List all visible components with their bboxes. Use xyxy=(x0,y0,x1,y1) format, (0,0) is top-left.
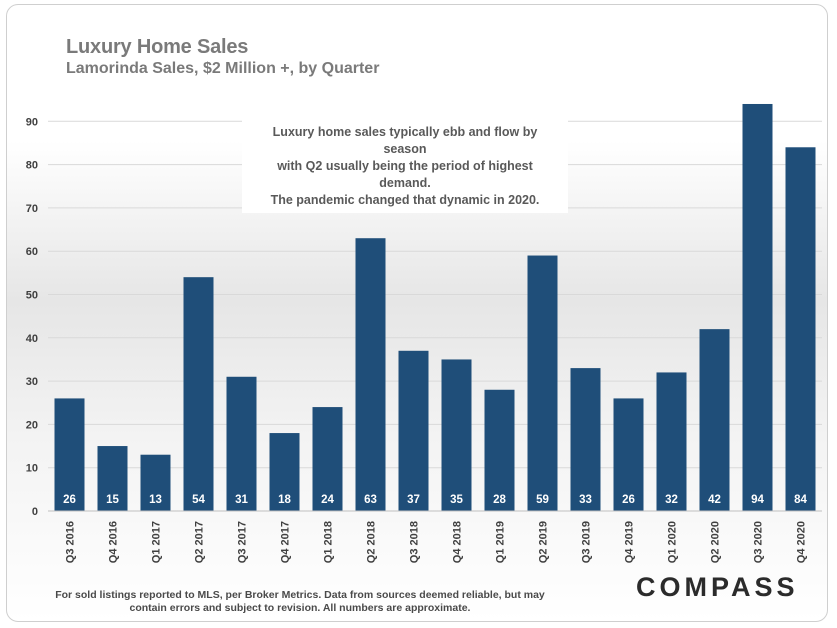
y-tick-label: 20 xyxy=(26,419,38,431)
bar-value-label: 18 xyxy=(278,494,291,506)
bar xyxy=(742,103,773,511)
x-tick-label: Q2 2018 xyxy=(366,521,378,563)
footnote: For sold listings reported to MLS, per B… xyxy=(40,589,560,615)
bar-value-label: 63 xyxy=(364,494,377,506)
bar-value-label: 94 xyxy=(751,494,764,506)
x-tick-label: Q4 2018 xyxy=(452,521,464,563)
x-tick-label: Q4 2017 xyxy=(280,521,292,563)
chart-frame xyxy=(6,4,828,622)
x-tick-label: Q3 2020 xyxy=(753,521,765,563)
bar-value-label: 42 xyxy=(708,494,721,506)
bar xyxy=(355,238,386,511)
bar xyxy=(441,359,472,511)
bar-value-label: 35 xyxy=(450,494,463,506)
x-tick-label: Q3 2017 xyxy=(237,521,249,563)
bar xyxy=(613,398,644,511)
x-tick-label: Q1 2020 xyxy=(667,521,679,563)
bar-value-label: 26 xyxy=(622,494,635,506)
y-tick-label: 90 xyxy=(26,116,38,128)
x-tick-label: Q1 2017 xyxy=(151,521,163,563)
bar-value-label: 33 xyxy=(579,494,592,506)
bar xyxy=(656,372,687,511)
bar xyxy=(269,433,300,511)
y-tick-label: 40 xyxy=(26,333,38,345)
bar-value-label: 37 xyxy=(407,494,420,506)
annotation-line-1: Luxury home sales typically ebb and flow… xyxy=(272,125,538,156)
bar xyxy=(97,446,128,511)
x-tick-label: Q1 2019 xyxy=(495,521,507,563)
bar-value-label: 13 xyxy=(149,494,162,506)
bar-value-label: 59 xyxy=(536,494,549,506)
bar xyxy=(527,255,558,511)
bar-value-label: 54 xyxy=(192,494,205,506)
bar-value-label: 32 xyxy=(665,494,678,506)
bar xyxy=(785,147,816,511)
bar xyxy=(398,350,429,511)
x-tick-label: Q4 2019 xyxy=(624,521,636,563)
y-tick-label: 0 xyxy=(32,506,38,518)
footnote-line-1: For sold listings reported to MLS, per B… xyxy=(55,589,545,601)
y-tick-label: 50 xyxy=(26,290,38,302)
bar xyxy=(484,389,515,511)
bar xyxy=(54,398,85,511)
chart-subtitle: Lamorinda Sales, $2 Million +, by Quarte… xyxy=(66,60,380,77)
bar-value-label: 26 xyxy=(63,494,76,506)
bar xyxy=(183,277,214,511)
bar xyxy=(312,407,343,511)
y-tick-label: 10 xyxy=(26,463,38,475)
chart-annotation: Luxury home sales typically ebb and flow… xyxy=(242,120,568,213)
x-tick-label: Q2 2020 xyxy=(710,521,722,563)
x-tick-label: Q3 2019 xyxy=(581,521,593,563)
bar-value-label: 15 xyxy=(106,494,119,506)
x-tick-label: Q4 2016 xyxy=(108,521,120,563)
bar-value-label: 24 xyxy=(321,494,334,506)
y-tick-label: 70 xyxy=(26,203,38,215)
x-tick-label: Q1 2018 xyxy=(323,521,335,563)
footnote-line-2: contain errors and subject to revision. … xyxy=(129,602,471,614)
bar xyxy=(140,454,171,511)
bar-value-label: 31 xyxy=(235,494,248,506)
x-tick-label: Q2 2019 xyxy=(538,521,550,563)
x-tick-label: Q4 2020 xyxy=(796,521,808,563)
bar-value-label: 28 xyxy=(493,494,506,506)
bar-value-label: 84 xyxy=(794,494,807,506)
x-tick-label: Q3 2018 xyxy=(409,521,421,563)
y-tick-label: 30 xyxy=(26,376,38,388)
compass-logo: COMPASS xyxy=(636,572,799,602)
y-tick-label: 80 xyxy=(26,160,38,172)
chart-title: Luxury Home Sales xyxy=(66,36,249,58)
x-tick-label: Q3 2016 xyxy=(65,521,77,563)
bar xyxy=(570,368,601,511)
bar xyxy=(226,376,257,511)
x-tick-label: Q2 2017 xyxy=(194,521,206,563)
y-tick-label: 60 xyxy=(26,246,38,258)
bar xyxy=(699,329,730,511)
annotation-line-3: The pandemic changed that dynamic in 202… xyxy=(270,193,540,207)
annotation-line-2: with Q2 usually being the period of high… xyxy=(277,159,533,190)
